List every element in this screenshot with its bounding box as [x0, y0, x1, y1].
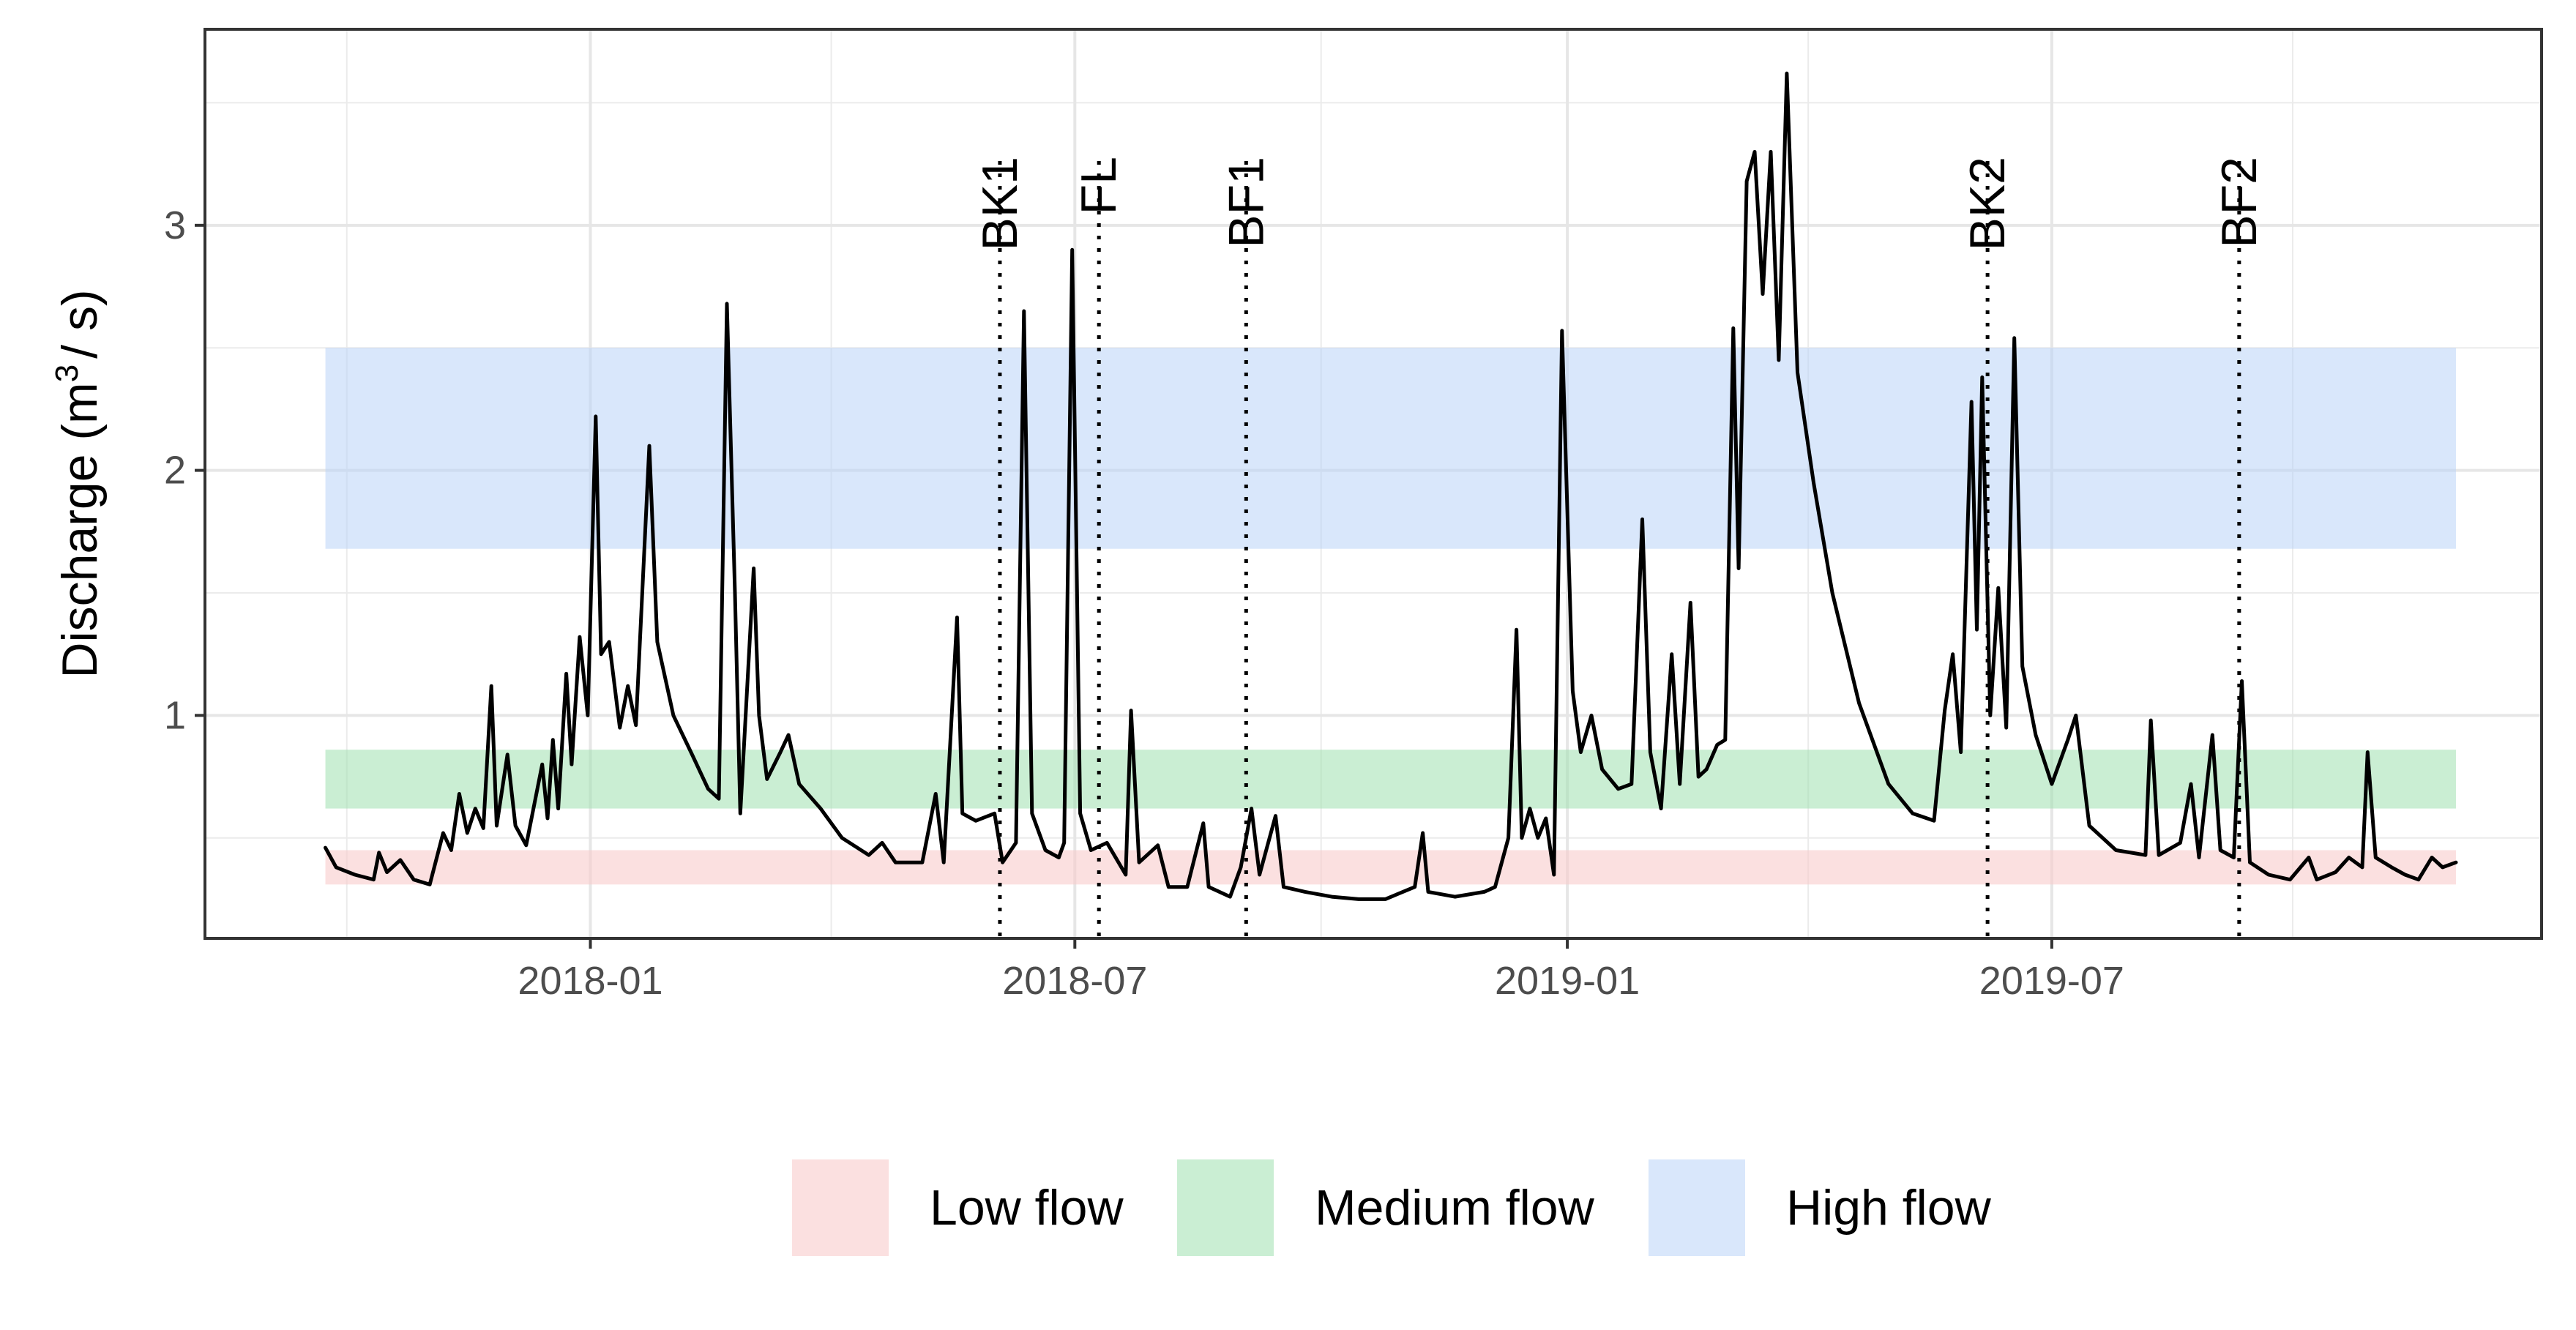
legend-label-high-flow: High flow [1786, 1180, 1992, 1236]
x-tick-label: 2018-01 [518, 959, 662, 1003]
event-markers: BK1 FL BF1 BK2 BF2 [972, 157, 2267, 938]
x-tick-label: 2019-01 [1495, 959, 1640, 1003]
y-axis-title-main: Discharge (m [52, 382, 108, 678]
legend-key-medium-flow [1177, 1159, 1274, 1256]
x-tick-label: 2019-07 [1979, 959, 2124, 1003]
discharge-line [324, 71, 2458, 901]
axis-ticks [195, 223, 2053, 949]
y-tick-label: 2 [164, 449, 186, 493]
legend-key-low-flow [792, 1159, 889, 1256]
y-axis-title-superscript: 3 [49, 365, 85, 382]
y-tick-label: 1 [164, 693, 186, 737]
x-tick-label: 2018-07 [1002, 959, 1147, 1003]
event-label-bk2: BK2 [1960, 157, 2015, 251]
legend-key-high-flow [1649, 1159, 1745, 1256]
panel-border [204, 28, 2543, 940]
y-axis-title-tail: / s) [52, 289, 108, 358]
legend: Low flow Medium flow High flow [792, 1159, 1992, 1256]
event-label-bf2: BF2 [2211, 157, 2267, 248]
y-tick-label: 3 [164, 203, 186, 247]
y-axis-title: Discharge (m3 / s) [49, 289, 108, 678]
legend-label-medium-flow: Medium flow [1315, 1180, 1595, 1236]
flow-band-low-flow [325, 850, 2456, 885]
discharge-series [324, 71, 2458, 901]
flow-bands [325, 348, 2456, 885]
event-label-fl: FL [1071, 157, 1127, 214]
event-label-bf1: BF1 [1218, 157, 1274, 248]
flow-band-high-flow [325, 348, 2456, 549]
event-label-bk1: BK1 [972, 157, 1028, 251]
axis-tick-labels: 2018-01 2018-07 2019-01 2019-07 1 2 3 [164, 203, 2124, 1003]
legend-label-low-flow: Low flow [930, 1180, 1124, 1236]
flow-band-medium-flow [325, 750, 2456, 809]
